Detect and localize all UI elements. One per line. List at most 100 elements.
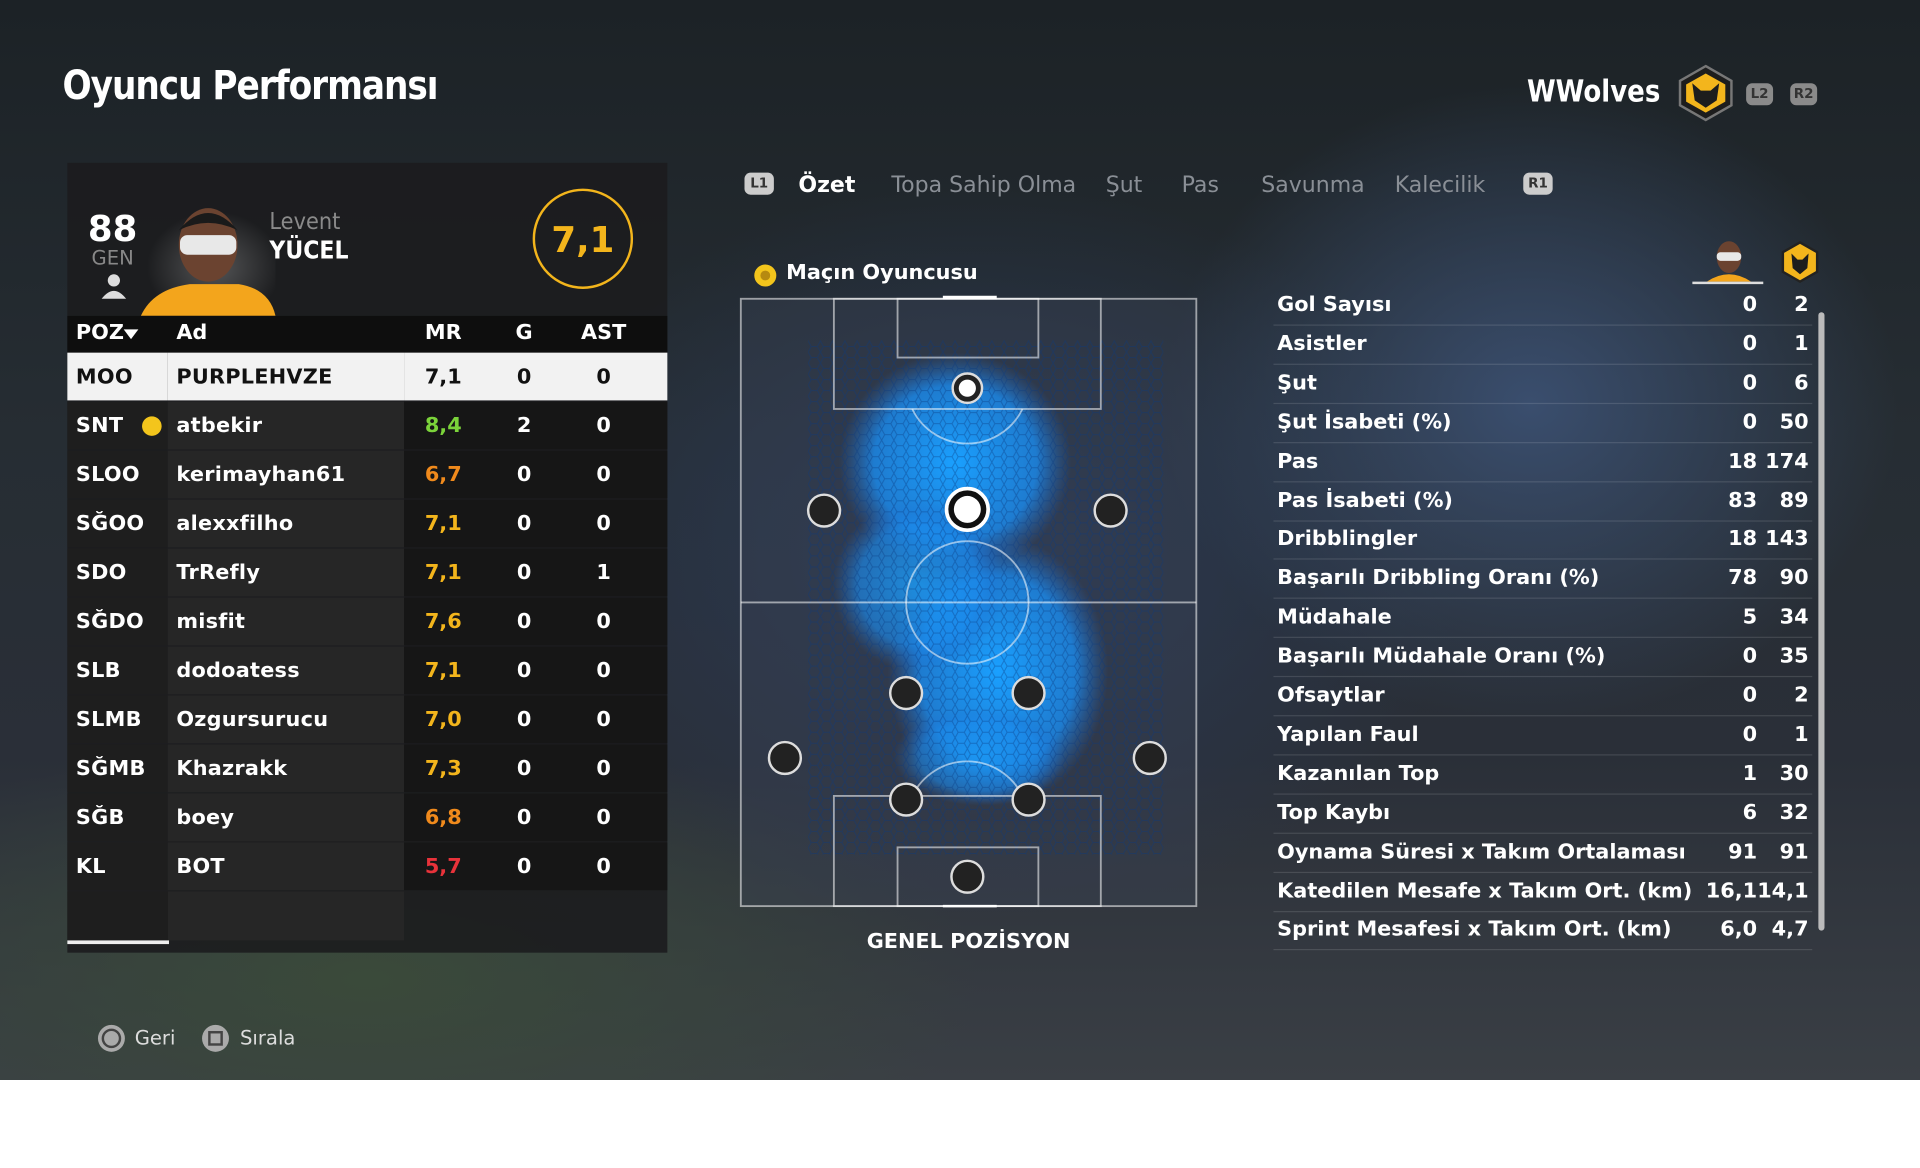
cell-pos: SDO (75, 560, 127, 586)
team-crest (1678, 64, 1733, 122)
row-bg[interactable] (167, 695, 405, 744)
column-header[interactable]: POZ (75, 320, 124, 346)
cell-pos: SLB (75, 658, 121, 684)
stat-team: 30 (1779, 761, 1809, 786)
cell-pos: SĞDO (75, 609, 144, 635)
row-bg[interactable] (67, 842, 168, 891)
l1-button[interactable]: L1 (744, 172, 774, 195)
row-bg[interactable] (67, 744, 168, 793)
cell-name: BOT (176, 854, 225, 880)
stat-label: Top Kaybı (1277, 800, 1391, 825)
column-header: Ad (176, 320, 208, 346)
row-bg[interactable] (404, 646, 668, 695)
stat-divider (1273, 871, 1813, 873)
row-bg[interactable] (404, 793, 668, 842)
r1-button[interactable]: R1 (1523, 172, 1553, 195)
cell-ast: 1 (596, 560, 611, 586)
row-bg[interactable] (404, 842, 668, 891)
stat-divider (1273, 402, 1813, 404)
back-button[interactable]: Geri (134, 1026, 176, 1050)
row-bg[interactable] (167, 597, 405, 646)
tab[interactable]: Özet (798, 172, 856, 199)
stat-player: 18 (1728, 527, 1758, 552)
row-bg[interactable] (67, 597, 168, 646)
row-bg[interactable] (404, 548, 668, 597)
tab[interactable]: Kalecilik (1394, 172, 1486, 199)
stat-label: Şut İsabeti (%) (1277, 409, 1452, 435)
circle-button-icon (97, 1024, 125, 1052)
overall-label: GEN (91, 246, 134, 270)
cell-name: Ozgursurucu (176, 707, 329, 733)
row-bg[interactable] (404, 597, 668, 646)
cell-ast: 0 (596, 413, 611, 439)
row-bg[interactable] (404, 450, 668, 499)
stat-divider (1273, 832, 1813, 834)
sort-button[interactable]: Sırala (240, 1026, 296, 1050)
row-bg[interactable] (167, 401, 405, 450)
row-bg[interactable] (404, 401, 668, 450)
stat-label: Ofsaytlar (1277, 683, 1385, 708)
row-bg[interactable] (404, 352, 668, 401)
row-bg[interactable] (67, 793, 168, 842)
stat-team: 1 (1794, 722, 1809, 747)
row-bg[interactable] (167, 352, 405, 401)
row-bg[interactable] (167, 842, 405, 891)
cell-pos: SNT (75, 413, 124, 439)
stat-team: 4,7 (1771, 917, 1809, 943)
stat-divider (1273, 793, 1813, 795)
cell-name: misfit (176, 609, 246, 635)
cell-mr: 7,1 (424, 364, 462, 390)
tab[interactable]: Topa Sahip Olma (891, 172, 1077, 199)
stat-label: Asistler (1277, 331, 1367, 357)
stat-team: 34 (1779, 605, 1809, 630)
stat-divider (1273, 363, 1813, 365)
r2-button[interactable]: R2 (1790, 83, 1818, 106)
row-bg[interactable] (167, 499, 405, 548)
scrollbar[interactable] (1818, 312, 1825, 931)
row-bg[interactable] (67, 646, 168, 695)
stat-label: Yapılan Faul (1277, 722, 1419, 747)
row-bg[interactable] (404, 695, 668, 744)
potm-icon (754, 264, 777, 287)
stat-player: 91 (1728, 839, 1758, 864)
stat-label: Gol Sayısı (1277, 292, 1392, 318)
team-name: WWolves (1526, 73, 1661, 109)
row-bg[interactable] (67, 548, 168, 597)
row-bg[interactable] (167, 793, 405, 842)
cell-pos: SLOO (75, 462, 140, 488)
stat-label: Başarılı Dribbling Oranı (%) (1277, 566, 1600, 591)
cell-ast: 0 (596, 854, 611, 880)
row-bg[interactable] (404, 744, 668, 793)
stat-player: 6 (1742, 800, 1758, 825)
row-bg[interactable] (167, 450, 405, 499)
tab[interactable]: Şut (1105, 172, 1143, 199)
tab[interactable]: Savunma (1261, 172, 1365, 199)
row-bg[interactable] (67, 352, 168, 401)
stat-label: Pas (1277, 448, 1319, 474)
cell-ast: 0 (596, 364, 611, 390)
stat-player: 83 (1728, 487, 1758, 513)
row-bg[interactable] (167, 646, 405, 695)
stat-team: 91 (1779, 839, 1809, 864)
stat-divider (1273, 715, 1813, 717)
l2-button[interactable]: L2 (1746, 83, 1774, 106)
cell-ast: 0 (596, 511, 611, 537)
tab[interactable]: Pas (1181, 172, 1219, 199)
stat-divider (1273, 597, 1813, 600)
stat-label: Kazanılan Top (1277, 761, 1440, 786)
stat-player: 0 (1742, 331, 1758, 357)
cell-mr: 5,7 (424, 854, 462, 880)
row-bg[interactable] (167, 744, 405, 793)
row-bg[interactable] (67, 499, 168, 548)
table-header (67, 315, 668, 353)
stat-team: 143 (1765, 527, 1809, 552)
cell-g: 0 (516, 805, 532, 831)
stat-team: 32 (1779, 800, 1809, 825)
compare-icons (1692, 241, 1819, 285)
stat-player: 0 (1742, 683, 1758, 708)
row-bg[interactable] (67, 695, 168, 744)
row-bg[interactable] (404, 499, 668, 548)
row-bg[interactable] (167, 548, 405, 597)
row-bg[interactable] (67, 450, 168, 499)
cell-pos: KL (75, 854, 106, 880)
